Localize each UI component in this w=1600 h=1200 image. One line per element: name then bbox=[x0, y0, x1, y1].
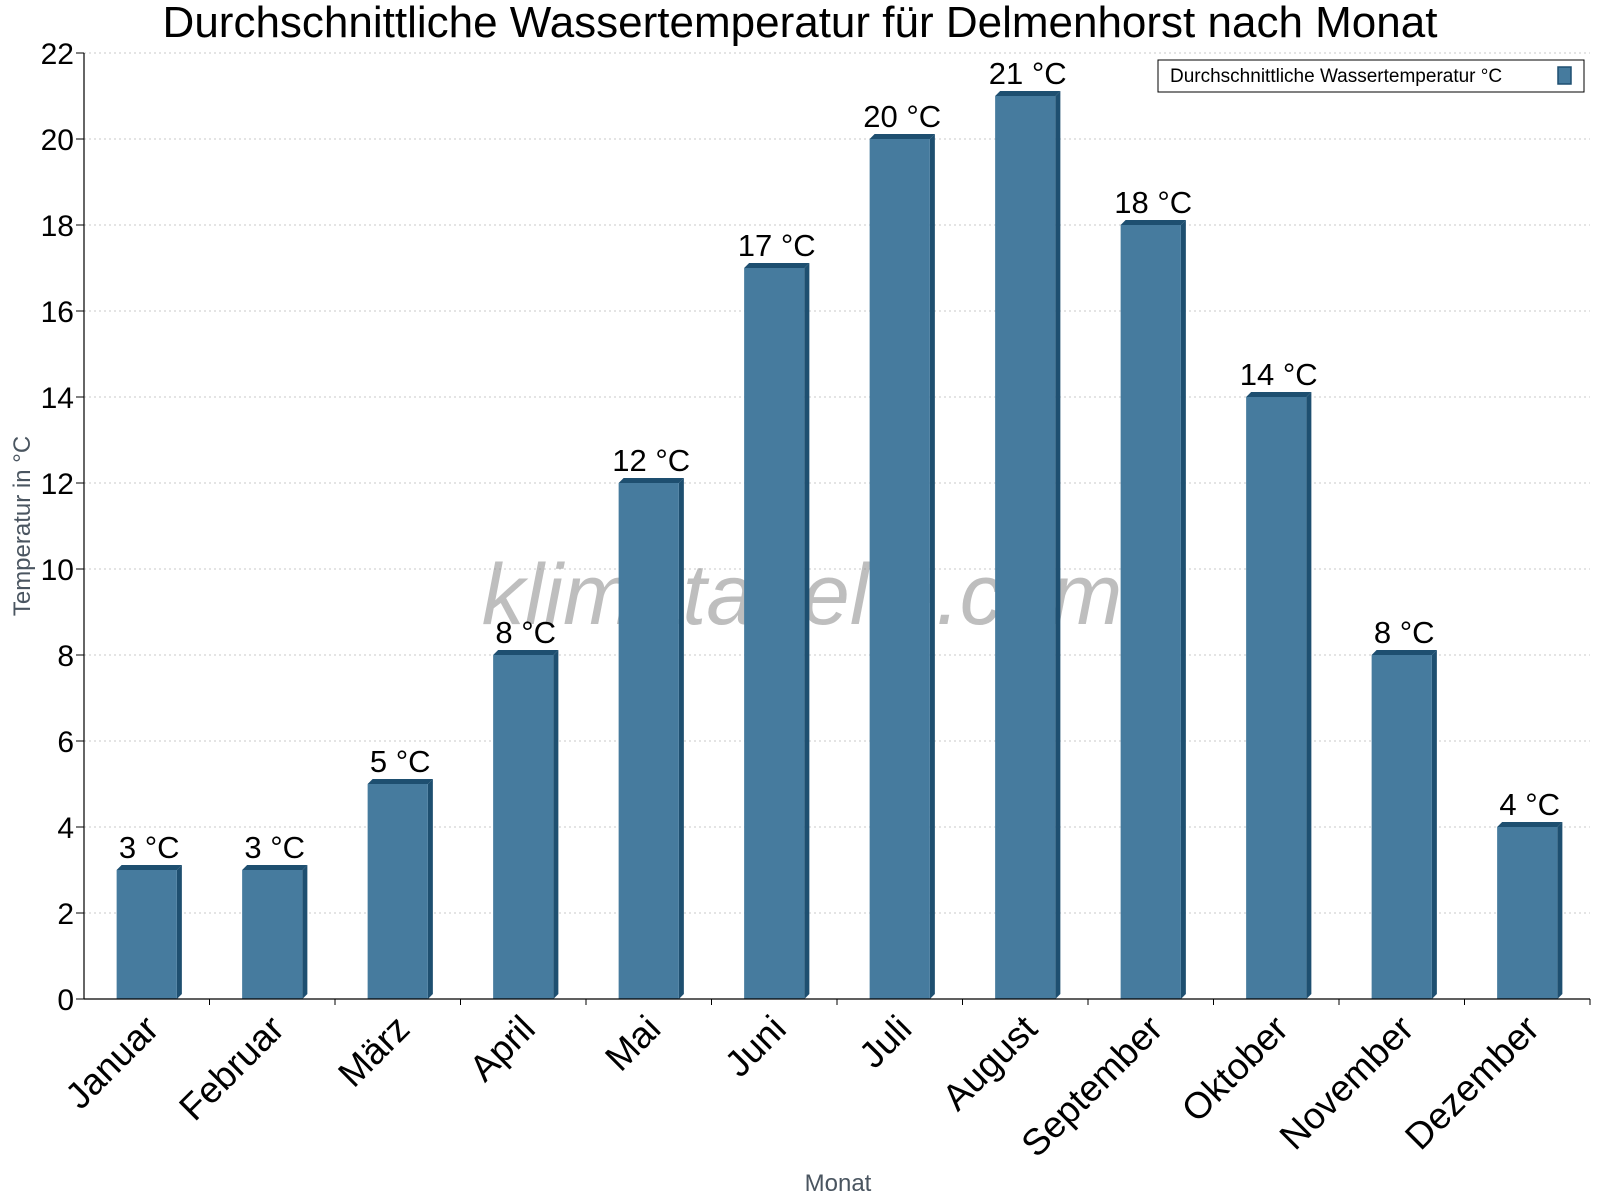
bar-top bbox=[1371, 650, 1437, 655]
y-tick-label: 10 bbox=[41, 554, 74, 587]
x-axis-ticks: Januar Februar März April Mai Juni Juli AugustS… bbox=[57, 999, 1591, 1165]
bar-top bbox=[116, 865, 182, 870]
bar-side bbox=[553, 650, 559, 999]
data-label: 8 °C bbox=[1374, 615, 1435, 650]
bar-side bbox=[176, 865, 182, 999]
data-label: 8 °C bbox=[495, 615, 556, 650]
legend-swatch bbox=[1557, 66, 1572, 85]
bar-side bbox=[678, 478, 684, 999]
bar bbox=[869, 139, 930, 999]
y-tick-label: 0 bbox=[57, 984, 74, 1017]
y-tick-label: 18 bbox=[41, 210, 74, 243]
bar-side bbox=[1431, 650, 1437, 999]
bar-top bbox=[995, 91, 1061, 96]
data-label: 3 °C bbox=[244, 830, 305, 865]
bar-top bbox=[1497, 822, 1563, 827]
bar-side bbox=[804, 263, 810, 999]
bar-top bbox=[744, 263, 810, 268]
x-tick-label: April bbox=[462, 1008, 543, 1089]
data-label: 20 °C bbox=[863, 99, 941, 134]
bar-top bbox=[618, 478, 684, 483]
bar-top bbox=[367, 779, 433, 784]
y-tick-label: 20 bbox=[41, 124, 74, 157]
bar bbox=[995, 96, 1056, 999]
data-label: 17 °C bbox=[738, 228, 816, 263]
bar bbox=[493, 655, 554, 999]
bar-side bbox=[1306, 392, 1312, 999]
bar-side bbox=[427, 779, 433, 999]
legend-box bbox=[1157, 59, 1585, 93]
bar-side bbox=[1557, 822, 1563, 999]
y-tick-label: 2 bbox=[57, 898, 74, 931]
bar-top bbox=[1246, 392, 1312, 397]
data-label: 18 °C bbox=[1114, 185, 1192, 220]
y-tick-label: 12 bbox=[41, 468, 74, 501]
y-tick-label: 4 bbox=[57, 812, 74, 845]
chart-title: Durchschnittliche Wassertemperatur für D… bbox=[163, 0, 1438, 47]
bar bbox=[618, 483, 679, 999]
y-tick-label: 6 bbox=[57, 726, 74, 759]
x-tick-label: Oktober bbox=[1174, 1008, 1296, 1130]
bar bbox=[1497, 827, 1558, 999]
y-axis-ticks: 0 2 4 6 8 10 12 14 16 18 20 22 bbox=[41, 38, 84, 1017]
x-tick-label: März bbox=[330, 1008, 417, 1095]
x-tick-label: Januar bbox=[57, 1008, 166, 1117]
x-tick-label: November bbox=[1272, 1008, 1422, 1158]
x-tick-label: Februar bbox=[171, 1008, 292, 1129]
bar bbox=[1120, 225, 1181, 999]
y-tick-label: 8 bbox=[57, 640, 74, 673]
data-label: 14 °C bbox=[1240, 357, 1318, 392]
data-label: 3 °C bbox=[119, 830, 180, 865]
bar-side bbox=[1180, 220, 1186, 999]
bar bbox=[242, 870, 303, 999]
x-tick-label: August bbox=[934, 1007, 1045, 1118]
x-tick-label: Juni bbox=[717, 1008, 794, 1085]
bar-top bbox=[493, 650, 559, 655]
data-label: 12 °C bbox=[612, 443, 690, 478]
bar-top bbox=[242, 865, 308, 870]
data-label: 4 °C bbox=[1499, 787, 1560, 822]
y-tick-label: 16 bbox=[41, 296, 74, 329]
x-tick-label: Juli bbox=[851, 1008, 919, 1076]
x-tick-label: Dezember bbox=[1397, 1008, 1547, 1158]
bar-side bbox=[1055, 91, 1061, 999]
bar-top bbox=[869, 134, 935, 139]
bar-side bbox=[929, 134, 935, 999]
y-axis-label: Temperatur in °C bbox=[9, 436, 36, 616]
grid-lines bbox=[84, 52, 1590, 914]
bar bbox=[1371, 655, 1432, 999]
bar bbox=[1246, 397, 1307, 999]
bar-series: 3 °C 3 °C 5 °C 8 °C 12 °C 17 °C 20 °C 21 °C 18 °… bbox=[116, 56, 1563, 999]
bar-top bbox=[1120, 220, 1186, 225]
y-tick-label: 22 bbox=[41, 38, 74, 71]
bar bbox=[367, 784, 428, 999]
data-label: 5 °C bbox=[370, 744, 431, 779]
y-tick-label: 14 bbox=[41, 382, 74, 415]
bar bbox=[744, 268, 805, 999]
x-axis-label: Monat bbox=[805, 1170, 872, 1197]
x-tick-label: Mai bbox=[597, 1008, 668, 1079]
data-label: 21 °C bbox=[989, 56, 1067, 91]
legend: Durchschnittliche Wassertemperatur °C bbox=[1157, 59, 1585, 93]
bar bbox=[116, 870, 177, 999]
legend-label: Durchschnittliche Wassertemperatur °C bbox=[1170, 66, 1502, 87]
bar-side bbox=[302, 865, 308, 999]
